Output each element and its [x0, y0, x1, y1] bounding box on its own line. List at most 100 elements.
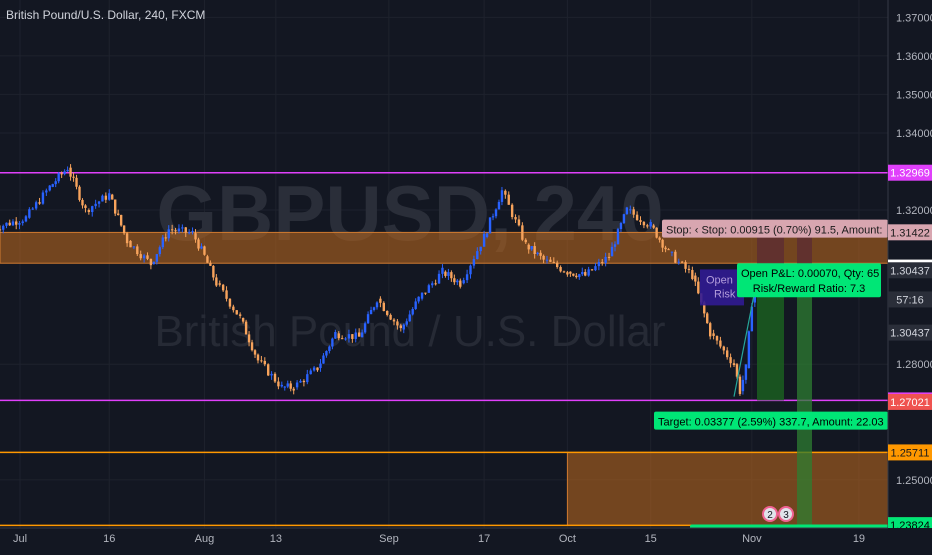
candle-body — [639, 220, 642, 222]
candle-body — [63, 171, 66, 175]
candle-body — [228, 298, 232, 307]
candle-body — [735, 364, 739, 377]
price-tick-label: 1.34000 — [896, 128, 932, 140]
candle-body — [302, 380, 306, 383]
candle-body — [24, 216, 28, 222]
candle-body — [15, 221, 18, 225]
time-tick-label: 13 — [270, 533, 282, 545]
candle-body — [399, 325, 402, 329]
candle-body — [125, 233, 129, 244]
candle-body — [670, 251, 674, 253]
candle-body — [184, 227, 187, 233]
candle-body — [729, 357, 732, 364]
candle-body — [334, 332, 337, 339]
hidden-info-open: Open — [706, 274, 733, 286]
level-price-tag-box — [888, 164, 932, 181]
candle-body — [488, 217, 492, 234]
candle-body — [559, 267, 562, 272]
price-tag: 1.30437 — [890, 265, 930, 277]
candle-body — [719, 340, 722, 347]
candle-body — [132, 246, 136, 248]
price-tag-box — [888, 291, 932, 308]
candle-body — [200, 246, 203, 249]
pnl-label-box — [737, 263, 881, 298]
hidden-info-risk: Risk — [714, 288, 736, 300]
price-tick-label: 1.36000 — [896, 51, 932, 63]
candle-body — [562, 271, 566, 273]
candle-body — [680, 261, 684, 263]
candle-body — [504, 190, 507, 195]
candle-body — [392, 319, 396, 322]
candle-body — [136, 246, 139, 255]
candle-body — [447, 272, 450, 276]
candle-body — [556, 262, 559, 268]
time-axis-background — [0, 528, 932, 550]
candle-body — [753, 295, 757, 303]
stop-label-box — [662, 219, 888, 238]
candle-body — [286, 383, 289, 387]
candle-body — [646, 225, 649, 227]
candle-body — [328, 346, 331, 352]
candle-body — [472, 259, 476, 266]
candle-body — [347, 334, 351, 339]
candle-body — [38, 202, 41, 204]
candle-body — [476, 251, 479, 260]
candle-body — [667, 249, 670, 251]
candle-body — [619, 223, 623, 230]
candle-body — [34, 202, 38, 209]
candle-body — [244, 321, 248, 335]
candle-body — [340, 338, 344, 340]
candle-body — [604, 256, 607, 264]
hidden-info-box — [700, 269, 744, 306]
candle-body — [5, 222, 8, 226]
candle-body — [459, 280, 462, 287]
candle-body — [114, 199, 117, 214]
candle-body — [539, 252, 542, 256]
candle-body — [139, 254, 142, 259]
candle-body — [434, 283, 437, 285]
candle-body — [594, 266, 597, 271]
candle-body — [465, 274, 469, 281]
candle-body — [191, 231, 194, 233]
candle-body — [726, 350, 729, 358]
candle-body — [149, 258, 153, 266]
candle-body — [517, 219, 521, 226]
candle-body — [206, 256, 209, 263]
candle-body — [375, 302, 379, 308]
candle-body — [309, 370, 312, 375]
candle-body — [536, 252, 539, 255]
candle-body — [60, 173, 63, 175]
candle-body — [642, 221, 646, 226]
candle-body — [215, 277, 218, 286]
candle-body — [8, 222, 11, 226]
candle-body — [691, 270, 694, 279]
price-tag: 57:16 — [896, 294, 924, 306]
candle-body — [712, 333, 715, 337]
time-tick-label: 17 — [478, 533, 490, 545]
candle-body — [732, 363, 736, 366]
candle-body — [507, 194, 510, 205]
level-price-tag: 1.32969 — [890, 168, 930, 180]
price-tag: 1.27021 — [890, 397, 930, 409]
price-tag: 1.31422 — [890, 227, 930, 239]
candle-body — [632, 209, 635, 215]
candle-body — [57, 173, 60, 182]
candle-body — [386, 310, 389, 315]
price-tag: 1.30437 — [890, 328, 930, 340]
price-tick-label: 1.28000 — [896, 359, 932, 371]
candle-body — [360, 332, 364, 338]
candle-body — [607, 256, 611, 258]
price-tag-box — [888, 224, 932, 241]
candle-body — [497, 201, 501, 210]
candle-body — [250, 342, 254, 351]
candle-body — [635, 214, 639, 221]
time-tick-label: Aug — [195, 533, 215, 545]
candle-body — [744, 364, 748, 380]
candle-body — [655, 227, 658, 238]
candle-body — [610, 246, 614, 257]
candle-body — [542, 255, 545, 260]
candle-body — [587, 269, 590, 276]
candle-body — [319, 363, 322, 369]
